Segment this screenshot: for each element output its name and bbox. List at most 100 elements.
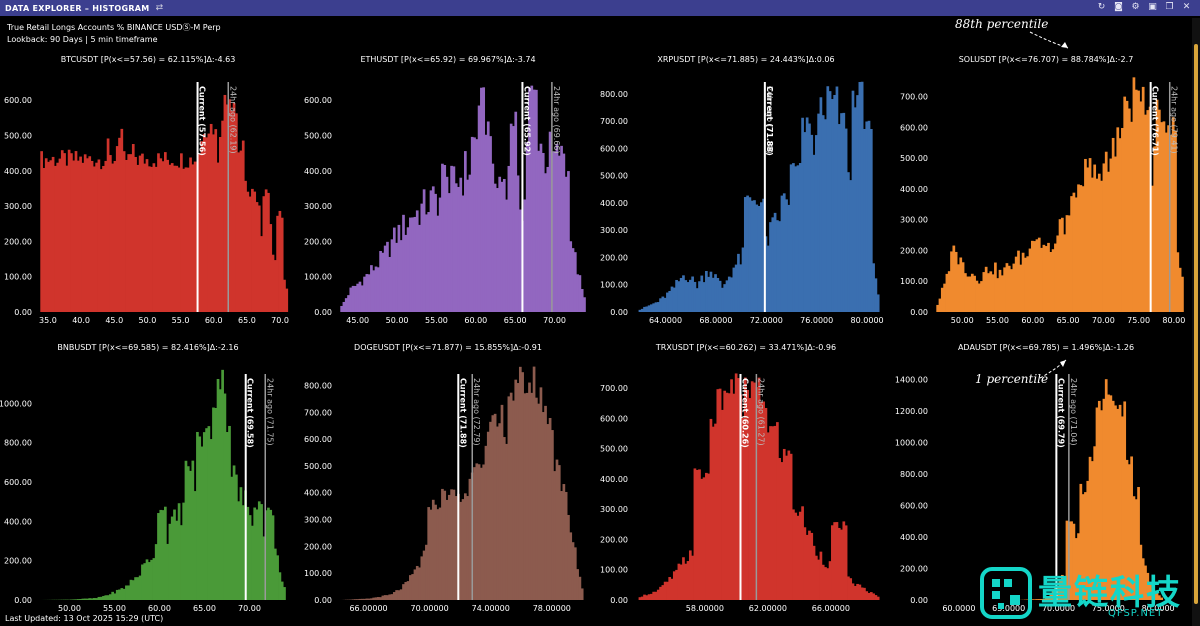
histogram-bar	[874, 278, 878, 312]
histogram-bar	[253, 507, 257, 600]
histogram-bar	[863, 128, 866, 312]
histogram-bar	[824, 119, 827, 312]
histogram-bar	[1093, 446, 1097, 600]
histogram-bar	[757, 205, 761, 312]
y-tick-label: 500.00	[304, 132, 332, 141]
histogram-bar	[427, 507, 431, 600]
histogram-bar	[470, 136, 474, 312]
scrollbar-thumb[interactable]	[1194, 44, 1198, 604]
histogram-bar	[819, 97, 823, 312]
histogram-bar	[789, 453, 793, 600]
settings-icon[interactable]: ⚙	[1131, 2, 1140, 12]
y-tick-label: 200.00	[600, 535, 628, 544]
histogram-bar	[794, 166, 798, 312]
histogram-bar	[1157, 595, 1161, 600]
histogram-bar	[447, 193, 451, 312]
histogram-bar	[512, 126, 515, 312]
histogram-bar	[464, 151, 467, 312]
histogram-bar	[47, 161, 50, 312]
histogram-bar	[450, 489, 453, 600]
histogram-bar	[83, 598, 87, 600]
ago-24hr-marker-label: 24hr ago (71.04)	[1069, 378, 1078, 446]
x-tick-label: 80.0000	[1142, 604, 1175, 613]
x-tick-label: 78.00000	[533, 604, 571, 613]
histogram-bar	[154, 166, 158, 312]
histogram-bar	[134, 157, 137, 312]
histogram-bar	[168, 523, 172, 600]
x-tick-label: 80.00	[1162, 316, 1185, 325]
histogram-bar	[1157, 109, 1161, 313]
histogram-bar	[1093, 164, 1097, 312]
histogram-bar	[1123, 96, 1127, 313]
annotation-arrowhead-top	[1061, 42, 1068, 48]
histogram-bar	[723, 284, 727, 312]
histogram-bar	[705, 472, 708, 600]
histogram-bar	[732, 267, 736, 312]
x-tick-label: 45.0	[105, 316, 123, 325]
histogram-bar	[392, 227, 396, 312]
copy-icon[interactable]: ❐	[1165, 2, 1174, 12]
histogram-bar	[351, 285, 355, 312]
histogram-bar	[523, 393, 527, 600]
y-tick-label: 0.00	[910, 596, 928, 605]
histogram-bar	[232, 103, 236, 313]
histogram-bar	[411, 217, 414, 312]
histogram-bar	[557, 465, 561, 600]
histogram-bar	[989, 271, 993, 312]
histogram-bar	[482, 87, 486, 312]
histogram-bar	[564, 176, 568, 312]
histogram-bar	[127, 154, 131, 312]
histogram-bar	[383, 595, 387, 600]
x-tick-label: 66.00000	[349, 604, 387, 613]
histogram-bar	[858, 82, 862, 312]
x-tick-label: 62.00000	[749, 604, 787, 613]
histogram-bar	[553, 471, 557, 600]
histogram-bar	[541, 412, 545, 600]
refresh-icon[interactable]: ↻	[1097, 2, 1106, 12]
histogram-bar	[785, 199, 788, 312]
histogram-bar	[200, 446, 204, 600]
histogram-bar	[436, 215, 440, 312]
scrollbar[interactable]	[1192, 18, 1200, 626]
histogram-bar	[670, 578, 674, 600]
histogram-bar	[1118, 404, 1122, 600]
save-icon[interactable]: ▣	[1148, 2, 1157, 12]
close-icon[interactable]: ✕	[1182, 2, 1191, 12]
histogram-bar	[138, 155, 142, 312]
ago-24hr-marker-label: 24hr ago (71.75)	[265, 378, 274, 446]
histogram-bar	[212, 407, 215, 600]
histogram-bar	[537, 403, 540, 600]
histogram-bar	[1091, 177, 1094, 312]
histogram-bar	[127, 585, 131, 600]
histogram-bar	[876, 294, 880, 312]
histogram-bar	[1097, 400, 1101, 600]
histogram-bar	[1100, 180, 1103, 312]
histogram-bar	[564, 491, 568, 600]
histogram-bar	[702, 477, 706, 600]
histogram-bar	[468, 174, 472, 312]
histogram-bar	[67, 149, 71, 312]
histogram-bar	[65, 165, 69, 312]
histogram-bar	[766, 432, 770, 600]
histogram-bar	[567, 171, 570, 312]
histogram-bar	[1139, 544, 1143, 600]
histogram-bar	[532, 89, 536, 312]
histogram-bar	[1148, 582, 1152, 600]
histogram-bar	[959, 257, 963, 312]
histogram-bar	[374, 597, 378, 600]
histogram-bar	[415, 565, 419, 600]
histogram-bar	[798, 163, 802, 312]
histogram-bar	[709, 418, 713, 600]
histogram-bar	[780, 462, 784, 600]
y-tick-label: 100.00	[304, 569, 332, 578]
histogram-bar	[113, 160, 117, 312]
histogram-bar	[580, 588, 584, 600]
histogram-bar	[251, 188, 254, 312]
filter-icon[interactable]: ⇄	[155, 3, 164, 13]
histogram-bar	[79, 599, 82, 600]
histogram-bar	[863, 587, 866, 600]
histogram-bar	[794, 512, 798, 600]
camera-icon[interactable]: ◙	[1114, 2, 1123, 12]
histogram-bar	[640, 596, 644, 600]
histogram-bar	[255, 202, 259, 312]
